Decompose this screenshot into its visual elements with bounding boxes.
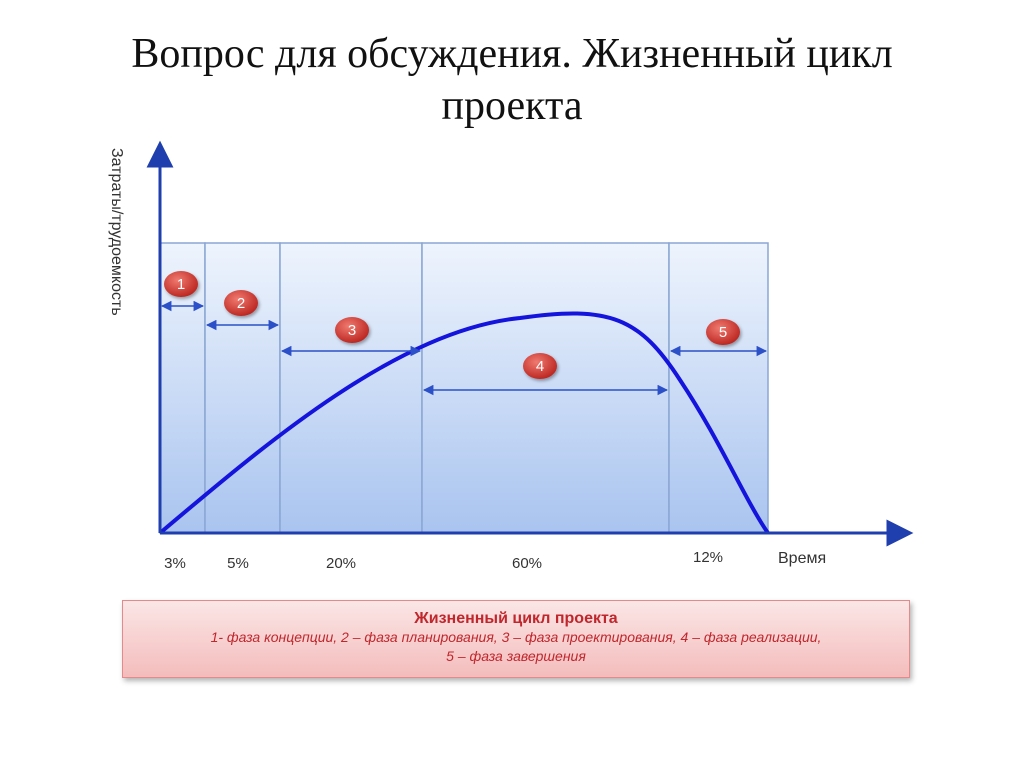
phase-4-number: 4 xyxy=(536,358,544,375)
caption-title: Жизненный цикл проекта xyxy=(414,610,618,627)
phase-5-number: 5 xyxy=(719,324,727,341)
phase-2-band xyxy=(204,242,281,534)
phase-3-band xyxy=(279,242,423,534)
phase-3-badge xyxy=(335,317,369,343)
life-cycle-curve xyxy=(158,311,770,535)
x-axis-label: Время xyxy=(778,550,826,567)
caption-line-2: 5 – фаза завершения xyxy=(446,648,586,664)
phase-1-badge xyxy=(164,271,198,297)
slide-title: Вопрос для обсуждения. Жизненный цикл пр… xyxy=(0,28,1024,132)
title-line-1: Вопрос для обсуждения. Жизненный цикл xyxy=(131,31,893,77)
phase-5-percent: 12% xyxy=(693,549,723,566)
phase-1-number: 1 xyxy=(177,276,185,293)
phase-2-percent: 5% xyxy=(227,555,249,572)
title-line-2: проекта xyxy=(441,83,583,129)
phase-4-badge xyxy=(523,353,557,379)
phase-2-badge xyxy=(224,290,258,316)
caption-box: Жизненный цикл проекта 1- фаза концепции… xyxy=(122,600,910,678)
phase-4-percent: 60% xyxy=(512,555,542,572)
phase-5-badge xyxy=(706,319,740,345)
phase-1-percent: 3% xyxy=(164,555,186,572)
phase-2-number: 2 xyxy=(237,295,245,312)
phase-3-number: 3 xyxy=(348,322,356,339)
phase-3-percent: 20% xyxy=(326,555,356,572)
y-axis-label: Затраты/трудоемкость xyxy=(108,148,125,316)
phase-4-band xyxy=(421,242,670,534)
caption-line-1: 1- фаза концепции, 2 – фаза планирования… xyxy=(210,629,822,645)
